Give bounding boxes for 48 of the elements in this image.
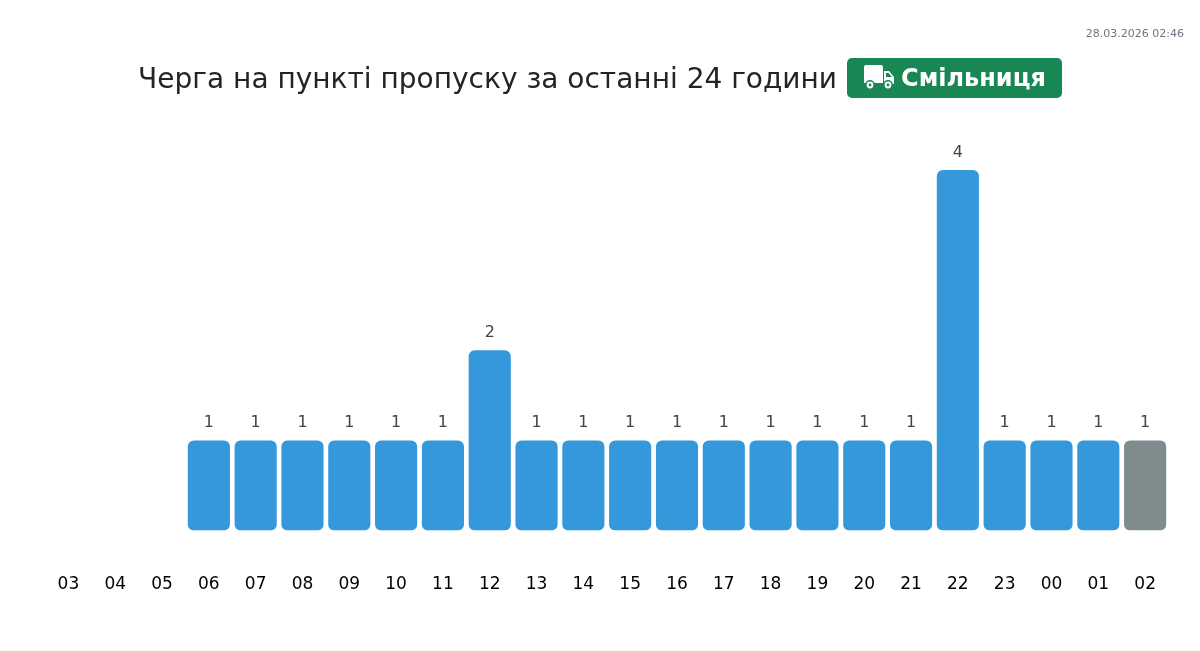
x-tick-label: 20 [853,573,876,594]
x-tick-label: 04 [104,573,127,594]
data-label: 1 [1093,412,1104,432]
x-tick-label: 22 [947,573,969,594]
data-label: 1 [1046,412,1057,432]
x-tick-label: 23 [993,573,1016,594]
chart-title: Черга на пункті пропуску за останні 24 години [138,61,838,95]
data-label: 2 [484,322,495,342]
x-tick-label: 12 [478,573,501,594]
data-label: 1 [859,412,870,432]
data-label: 1 [344,412,355,432]
data-label: 1 [297,412,308,432]
data-label: 1 [437,412,449,432]
x-tick-label: 05 [151,573,173,594]
x-tick-label: 21 [900,573,922,594]
data-label: 1 [999,412,1010,432]
x-tick-label: 03 [57,573,80,594]
data-label: 1 [812,412,823,432]
data-label: 1 [625,412,636,432]
x-tick-label: 07 [244,573,267,594]
text: 28.03.2026 02:46 [1085,26,1184,41]
data-label: 1 [578,412,589,432]
data-label: 1 [203,412,214,432]
x-tick-label: 01 [1087,573,1110,594]
x-tick-label: 08 [291,573,314,594]
x-tick-label: 17 [712,573,735,594]
data-label: 1 [531,412,542,432]
data-label: 1 [1140,412,1151,432]
x-tick-label: 09 [338,573,361,594]
data-label: 4 [952,142,963,161]
data-label: 1 [905,412,917,432]
x-tick-label: 18 [759,573,782,594]
x-tick-label: 11 [432,573,454,594]
data-label: 1 [765,412,776,432]
data-label: 1 [671,412,683,432]
x-tick-label: 13 [525,573,548,594]
x-tick-label: 14 [572,573,595,594]
x-tick-label: 02 [1134,573,1156,594]
x-tick-label: 10 [385,573,407,594]
x-tick-label: 00 [1040,573,1063,594]
x-tick-label: 06 [198,573,220,594]
data-label: 1 [250,412,261,432]
data-label: 1 [718,412,729,432]
chart-subtitle: Смільниця [901,64,1046,92]
x-tick-label: 16 [666,573,688,594]
x-tick-label: 19 [806,573,829,594]
data-label: 1 [391,412,402,432]
x-tick-label: 15 [619,573,641,594]
